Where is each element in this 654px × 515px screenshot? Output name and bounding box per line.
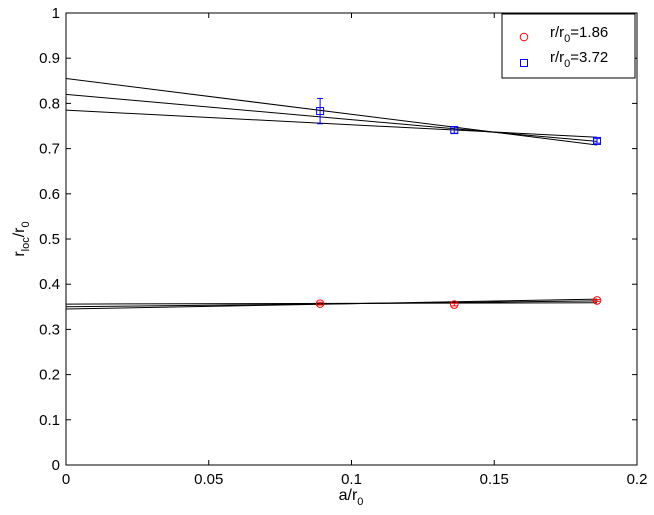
- y-tick-label: 0.1: [39, 412, 60, 429]
- data-markers: [315, 97, 602, 309]
- marker-square: [593, 136, 602, 145]
- y-tick-label: 0.9: [39, 50, 60, 67]
- y-axis-label-sub1: loc: [20, 237, 32, 252]
- fit-lines: [65, 78, 598, 310]
- y-tick-label: 0.3: [39, 321, 60, 338]
- y-axis-label: rloc/r0: [11, 221, 32, 256]
- legend-label-1-post: =1.86: [570, 24, 608, 41]
- legend: r/r0=1.86 r/r0=3.72: [501, 13, 636, 79]
- legend-label-series-2: r/r0=3.72: [550, 49, 608, 70]
- fit-line: [65, 298, 598, 310]
- x-tick-label: 0: [62, 471, 70, 488]
- y-tick-label: 0.2: [39, 367, 60, 384]
- axis-ticks: 0 0.05 0.1 0.15 0.2 0 0.1 0.2 0.3 0.4 0.5 0.6 0.7 0.8…: [39, 5, 647, 488]
- fit-line: [65, 109, 598, 138]
- marker-circle: [449, 300, 459, 309]
- x-axis-label-main: a/r: [339, 487, 358, 504]
- legend-item-series-2: r/r0=3.72: [520, 49, 608, 70]
- legend-label-2-sub: 0: [564, 58, 570, 70]
- y-tick-label: 0.6: [39, 186, 60, 203]
- x-tick-label: 0.2: [627, 471, 648, 488]
- y-tick-label: 0: [52, 457, 60, 474]
- data-point-series-1: [592, 296, 602, 305]
- marker-circle: [315, 299, 325, 308]
- plot-area: [65, 12, 638, 466]
- data-point-series-1: [315, 299, 325, 308]
- legend-label-2-post: =3.72: [570, 49, 608, 66]
- y-tick-label: 0.5: [39, 231, 60, 248]
- y-tick-label: 0.7: [39, 141, 60, 158]
- legend-marker-circle: [519, 32, 529, 42]
- marker-circle: [592, 296, 602, 305]
- y-axis-label-sub2: 0: [20, 221, 32, 227]
- x-axis-label: a/r0: [339, 487, 364, 508]
- legend-marker-square: [520, 59, 528, 67]
- data-point-series-2: [316, 97, 325, 125]
- legend-label-1-pre: r/r: [550, 24, 564, 41]
- data-point-series-1: [449, 300, 459, 309]
- y-axis-label-mid: /r: [11, 227, 28, 237]
- fit-line: [65, 93, 598, 142]
- legend-box: [501, 13, 636, 79]
- data-point-series-2: [593, 136, 602, 145]
- marker-square: [450, 126, 459, 135]
- legend-item-series-1: r/r0=1.86: [519, 24, 608, 45]
- data-point-series-2: [450, 126, 459, 135]
- legend-label-series-1: r/r0=1.86: [550, 24, 608, 45]
- y-tick-label: 1: [52, 5, 60, 22]
- x-tick-label: 0.05: [194, 471, 223, 488]
- legend-label-1-sub: 0: [564, 33, 570, 45]
- x-tick-label: 0.15: [480, 471, 509, 488]
- marker-square: [316, 107, 325, 116]
- y-tick-label: 0.4: [39, 276, 60, 293]
- y-tick-label: 0.8: [39, 95, 60, 112]
- legend-label-2-pre: r/r: [550, 49, 564, 66]
- x-tick-label: 0.1: [341, 471, 362, 488]
- x-axis-label-sub: 0: [357, 496, 363, 508]
- y-axis-label-base: r: [11, 251, 28, 257]
